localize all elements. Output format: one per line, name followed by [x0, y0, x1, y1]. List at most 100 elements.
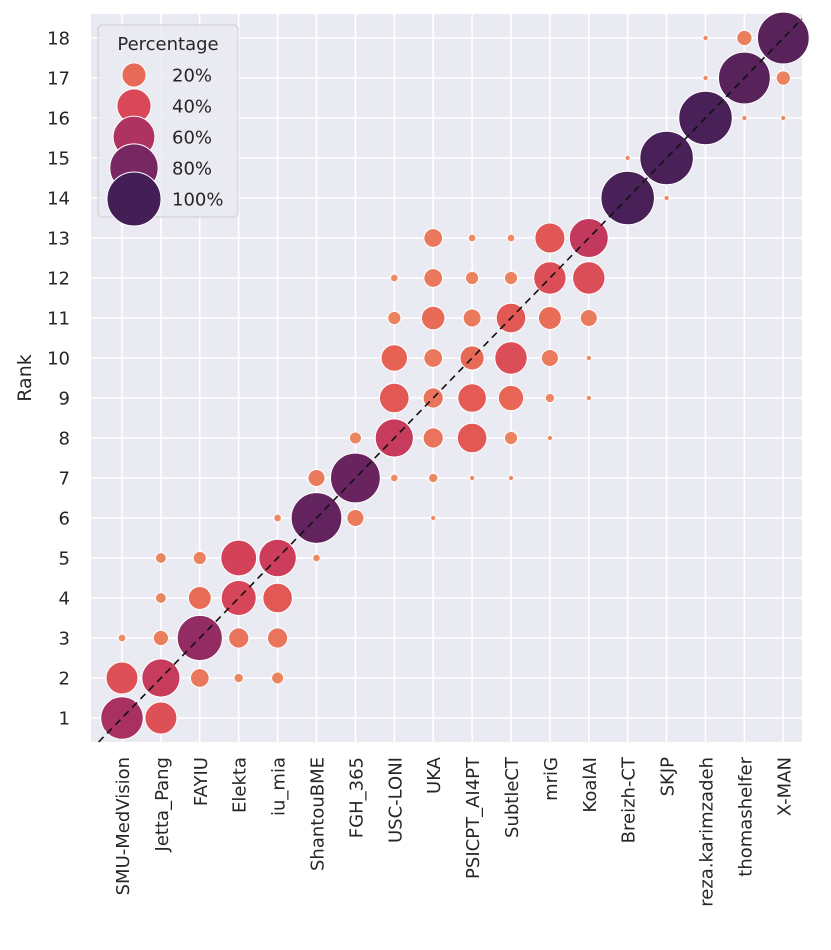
bubble-point [155, 592, 167, 604]
y-axis-title: Rank [14, 354, 36, 401]
bubble-point [756, 11, 810, 65]
bubble-point [389, 473, 399, 483]
bubble-point [144, 701, 178, 735]
bubble-point [468, 474, 476, 482]
y-tick-label: 10 [47, 349, 70, 370]
bubble-point [228, 627, 250, 649]
y-tick-label: 12 [47, 269, 70, 290]
bubble-point [423, 228, 444, 248]
x-tick-label: SMU-MedVision [113, 757, 134, 895]
bubble-point [420, 305, 446, 331]
legend-label: 20% [172, 66, 212, 87]
bubble-point [262, 582, 293, 614]
bubble-point [380, 344, 409, 372]
bubble-point [423, 268, 444, 288]
bubble-point [457, 383, 487, 413]
bubble-point [579, 308, 598, 328]
bubble-point [428, 472, 439, 484]
bubble-point [312, 553, 321, 563]
y-tick-label: 13 [47, 229, 70, 250]
bubble-point [273, 513, 282, 523]
bubble-point [464, 270, 480, 286]
bubble-point [624, 154, 631, 162]
x-tick-label: SubtleCT [502, 756, 523, 838]
bubble-point [506, 233, 516, 243]
y-tick-label: 17 [47, 69, 70, 90]
x-tick-label: USC-LONI [385, 757, 406, 843]
legend-title: Percentage [117, 34, 218, 55]
bubble-point [503, 270, 519, 286]
y-tick-label: 6 [59, 509, 70, 530]
legend: Percentage 20% 40% 60% 80% 100% [97, 24, 239, 227]
bubble-point [780, 114, 787, 122]
y-tick-label: 11 [47, 309, 70, 330]
bubble-point [537, 306, 562, 330]
x-tick-label: ShantouBME [308, 757, 329, 871]
diagonal-reference-line [98, 18, 803, 743]
bubble-point [155, 552, 167, 564]
bubble-point [702, 34, 709, 42]
bubble-point [423, 348, 444, 368]
x-tick-labels: SMU-MedVision Jetta_Pang FAYIU Elekta iu_mia… [113, 756, 795, 907]
bubble-point [348, 431, 362, 445]
x-tick-label: UKA [424, 756, 445, 794]
bubble-point [467, 233, 477, 243]
bubble-point [540, 348, 559, 368]
bubble-point [422, 427, 444, 449]
x-tick-label: Jetta_Pang [152, 757, 173, 852]
bubble-point [546, 434, 554, 442]
x-tick-label: SKJP [658, 757, 679, 797]
y-tick-label: 8 [59, 429, 70, 450]
bubble-point [533, 261, 567, 295]
bubble-point [346, 508, 365, 528]
bubble-point [379, 382, 410, 414]
bubble-point [585, 354, 592, 362]
bubble-point [534, 222, 566, 254]
y-tick-label: 18 [47, 29, 70, 50]
legend-label: 60% [172, 128, 212, 149]
y-tick-label: 9 [59, 389, 70, 410]
bubble-point [430, 514, 437, 522]
x-tick-label: KoalAI [580, 757, 601, 813]
x-tick-label: mriG [541, 757, 562, 801]
legend-label: 40% [172, 97, 212, 118]
x-tick-label: X-MAN [774, 757, 795, 816]
bubble-point [152, 629, 170, 647]
bubble-point [267, 627, 289, 649]
legend-label: 80% [172, 159, 212, 180]
bubble-point [105, 661, 139, 695]
y-tick-label: 15 [47, 149, 70, 170]
bubble-point [456, 422, 488, 454]
bubble-point [220, 580, 257, 616]
bubble-point [387, 310, 402, 326]
bubble-point [741, 114, 748, 122]
x-tick-label: reza.karimzadeh [697, 757, 718, 907]
bubble-point [187, 586, 212, 610]
bubble-point [736, 29, 753, 47]
y-tick-label: 3 [59, 629, 70, 650]
x-tick-label: thomashelfer [735, 756, 756, 876]
bubble-point [503, 430, 519, 446]
x-tick-label: FGH_365 [346, 757, 367, 838]
bubble-point [775, 70, 791, 86]
y-tick-label: 7 [59, 469, 70, 490]
bubble-point [663, 194, 670, 202]
bubble-point [220, 539, 258, 577]
y-tick-label: 16 [47, 109, 70, 130]
x-tick-label: PSICPT_AI4PT [463, 756, 484, 879]
bubble-point [572, 261, 606, 295]
y-tick-label: 1 [59, 709, 70, 730]
bubble-point [233, 672, 244, 684]
y-tick-label: 2 [59, 669, 70, 690]
x-tick-label: iu_mia [269, 757, 290, 816]
bubble-point [189, 668, 210, 688]
bubble-point [192, 550, 207, 566]
x-tick-label: FAYIU [191, 757, 212, 806]
bubble-point [117, 633, 127, 643]
bubble-point [389, 273, 399, 283]
bubble-point [307, 468, 326, 488]
bubble-point [585, 394, 592, 402]
bubble-point [271, 671, 285, 685]
